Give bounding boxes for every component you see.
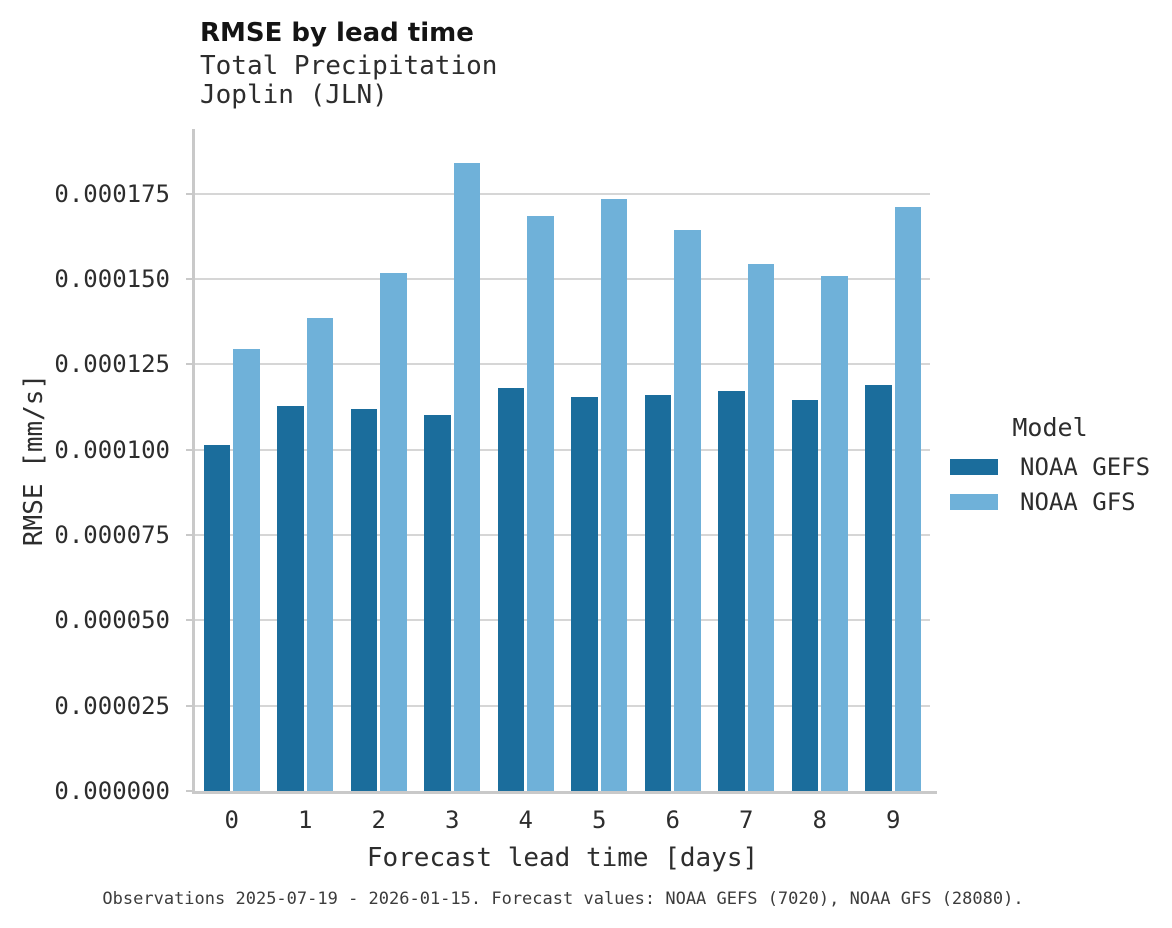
x-tick-label-1: 1 xyxy=(298,806,313,834)
bar-noaa-gefs-lead-8 xyxy=(791,399,819,791)
x-tick-label-9: 9 xyxy=(886,806,901,834)
x-tick-label-0: 0 xyxy=(224,806,239,834)
bar-noaa-gfs-lead-8 xyxy=(821,275,848,791)
bar-noaa-gfs-lead-7 xyxy=(747,263,775,791)
y-tick-0.000150 xyxy=(186,278,195,281)
bar-group-lead-0 xyxy=(195,129,269,791)
y-axis-spine xyxy=(192,129,195,794)
legend-label-noaa-gfs: NOAA GFS xyxy=(1020,488,1136,516)
bar-group-lead-1 xyxy=(269,129,343,791)
x-tick-label-3: 3 xyxy=(445,806,460,834)
bar-noaa-gefs-lead-6 xyxy=(644,394,672,791)
y-tick-labels: 0.000000 0.000025 0.000050 0.000075 0.000100… xyxy=(0,0,172,928)
caption: Observations 2025-07-19 - 2026-01-15. Fo… xyxy=(102,889,1024,909)
legend-entry-noaa-gfs: NOAA GFS xyxy=(950,488,1160,516)
bar-noaa-gefs-lead-9 xyxy=(865,384,892,791)
bar-noaa-gefs-lead-0 xyxy=(203,445,231,791)
y-tick-label-0.000150: 0.000150 xyxy=(54,265,170,294)
legend: Model NOAA GEFS NOAA GFS xyxy=(950,413,1160,524)
legend-entry-noaa-gefs: NOAA GEFS xyxy=(950,453,1160,481)
chart-subtitle-station: Joplin (JLN) xyxy=(200,80,388,110)
bar-noaa-gefs-lead-5 xyxy=(571,396,598,791)
x-tick-label-2: 2 xyxy=(371,806,386,834)
bar-group-lead-6 xyxy=(636,129,710,791)
bar-group-lead-8 xyxy=(783,129,857,791)
x-tick-labels: 0 1 2 3 4 5 6 7 8 9 xyxy=(195,806,930,834)
x-tick-label-7: 7 xyxy=(739,806,754,834)
x-tick-label-8: 8 xyxy=(812,806,827,834)
y-tick-label-0.000075: 0.000075 xyxy=(54,521,170,550)
legend-title: Model xyxy=(1012,413,1088,442)
bar-noaa-gefs-lead-7 xyxy=(718,391,745,791)
gridline-0.000175 xyxy=(195,192,930,195)
bar-group-lead-9 xyxy=(857,129,931,791)
bar-noaa-gfs-lead-4 xyxy=(527,215,554,791)
bar-noaa-gefs-lead-3 xyxy=(424,415,451,791)
gridline-0.000150 xyxy=(195,278,930,281)
bar-group-lead-7 xyxy=(710,129,784,791)
y-tick-label-0.000000: 0.000000 xyxy=(54,777,170,805)
bar-group-lead-3 xyxy=(416,129,490,791)
plot-area xyxy=(186,129,937,794)
legend-label-noaa-gefs: NOAA GEFS xyxy=(1020,453,1151,481)
y-tick-label-0.000125: 0.000125 xyxy=(54,350,170,379)
gridline-0.000025 xyxy=(195,704,930,707)
y-tick-0.000000 xyxy=(186,790,195,792)
y-tick-0.000175 xyxy=(186,192,195,195)
x-tick-label-6: 6 xyxy=(665,806,680,834)
y-tick-label-0.000025: 0.000025 xyxy=(54,691,170,720)
y-tick-label-0.000175: 0.000175 xyxy=(54,179,170,208)
bar-noaa-gefs-lead-2 xyxy=(350,408,378,791)
y-tick-0.000075 xyxy=(186,534,195,537)
y-tick-0.000025 xyxy=(186,704,195,707)
y-tick-label-0.000050: 0.000050 xyxy=(54,606,170,635)
x-axis-spine xyxy=(192,791,937,794)
bar-noaa-gfs-lead-1 xyxy=(306,318,334,791)
bar-noaa-gfs-lead-0 xyxy=(233,349,260,791)
y-tick-0.000100 xyxy=(186,448,195,451)
bar-noaa-gfs-lead-5 xyxy=(600,199,628,791)
x-tick-label-4: 4 xyxy=(518,806,533,834)
bar-noaa-gfs-lead-2 xyxy=(380,272,407,791)
gridline-0.000125 xyxy=(195,363,930,366)
gridline-0.000075 xyxy=(195,534,930,537)
y-tick-0.000125 xyxy=(186,363,195,366)
bar-noaa-gfs-lead-6 xyxy=(674,230,701,791)
legend-swatch-noaa-gfs xyxy=(950,494,998,510)
bar-groups xyxy=(195,129,930,791)
gridline-0.000050 xyxy=(195,619,930,622)
gridline-0.000100 xyxy=(195,448,930,451)
y-tick-0.000050 xyxy=(186,619,195,622)
bar-group-lead-4 xyxy=(489,129,563,791)
bar-noaa-gfs-lead-3 xyxy=(453,162,481,791)
legend-swatch-noaa-gefs xyxy=(950,459,998,475)
bar-noaa-gefs-lead-4 xyxy=(497,387,525,791)
chart-title: RMSE by lead time xyxy=(200,18,474,48)
x-tick-label-5: 5 xyxy=(592,806,607,834)
chart-subtitle-variable: Total Precipitation xyxy=(200,51,498,81)
bar-group-lead-5 xyxy=(563,129,637,791)
x-axis-title: Forecast lead time [days] xyxy=(366,843,759,873)
y-tick-label-0.000100: 0.000100 xyxy=(54,435,170,464)
bar-noaa-gefs-lead-1 xyxy=(277,405,304,791)
bar-group-lead-2 xyxy=(342,129,416,791)
bar-noaa-gfs-lead-9 xyxy=(894,207,922,791)
